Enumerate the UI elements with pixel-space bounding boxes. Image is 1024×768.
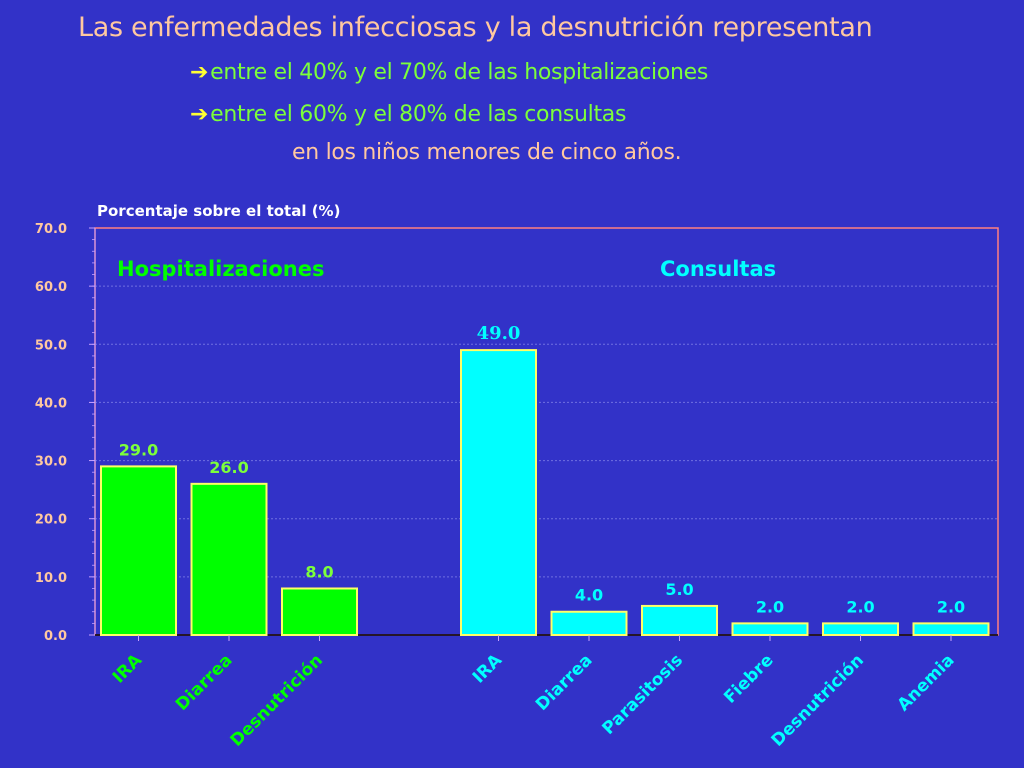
category-label: IRA [469, 650, 507, 688]
group-title-1: Consultas [660, 257, 776, 281]
y-tick-label: 40.0 [35, 396, 67, 411]
bar [281, 587, 358, 637]
category-label: Desnutrición [227, 650, 327, 750]
data-label: 2.0 [756, 597, 784, 616]
category-label: Desnutrición [768, 650, 868, 750]
y-tick-label: 60.0 [35, 280, 67, 295]
bar [731, 622, 809, 636]
bullet-text-2: entre el 60% y el 80% de las consultas [210, 102, 627, 127]
bullet-hospitalizaciones: ➔entre el 40% y el 70% de las hospitaliz… [190, 60, 708, 85]
arrow-right-icon: ➔ [190, 102, 209, 127]
category-label: Diarrea [532, 650, 596, 714]
data-label: 2.0 [937, 597, 965, 616]
data-label: 29.0 [119, 440, 158, 459]
bar [912, 622, 990, 636]
category-label: IRA [109, 650, 147, 688]
category-label: Fiebre [720, 650, 777, 707]
bar [550, 610, 628, 637]
data-label: 26.0 [209, 458, 248, 477]
bullet-text-1: entre el 40% y el 70% de las hospitaliza… [210, 60, 709, 85]
bar [641, 604, 718, 637]
arrow-right-icon: ➔ [190, 60, 209, 85]
bar [822, 622, 899, 636]
y-tick-label: 0.0 [44, 629, 67, 644]
y-axis-label: Porcentaje sobre el total (%) [97, 202, 340, 220]
category-label: Anemia [894, 650, 959, 715]
y-tick-label: 50.0 [35, 338, 67, 353]
slide-title: Las enfermedades infecciosas y la desnut… [78, 12, 873, 43]
category-label: Diarrea [172, 650, 236, 714]
y-tick-label: 30.0 [35, 455, 67, 470]
bullet-consultas: ➔entre el 60% y el 80% de las consultas [190, 102, 626, 127]
bar [190, 482, 268, 637]
data-label: 49.0 [477, 323, 521, 344]
subline: en los niños menores de cinco años. [292, 140, 682, 165]
data-label: 5.0 [665, 580, 693, 599]
y-tick-label: 70.0 [35, 222, 67, 237]
y-tick-label: 20.0 [35, 513, 67, 528]
bar [460, 349, 537, 636]
y-tick-label: 10.0 [35, 571, 67, 586]
data-label: 2.0 [846, 597, 874, 616]
data-label: 8.0 [305, 562, 333, 581]
group-title-0: Hospitalizaciones [117, 257, 325, 281]
data-label: 4.0 [575, 586, 603, 605]
category-label: Parasitosis [599, 650, 687, 738]
bar [100, 465, 177, 636]
